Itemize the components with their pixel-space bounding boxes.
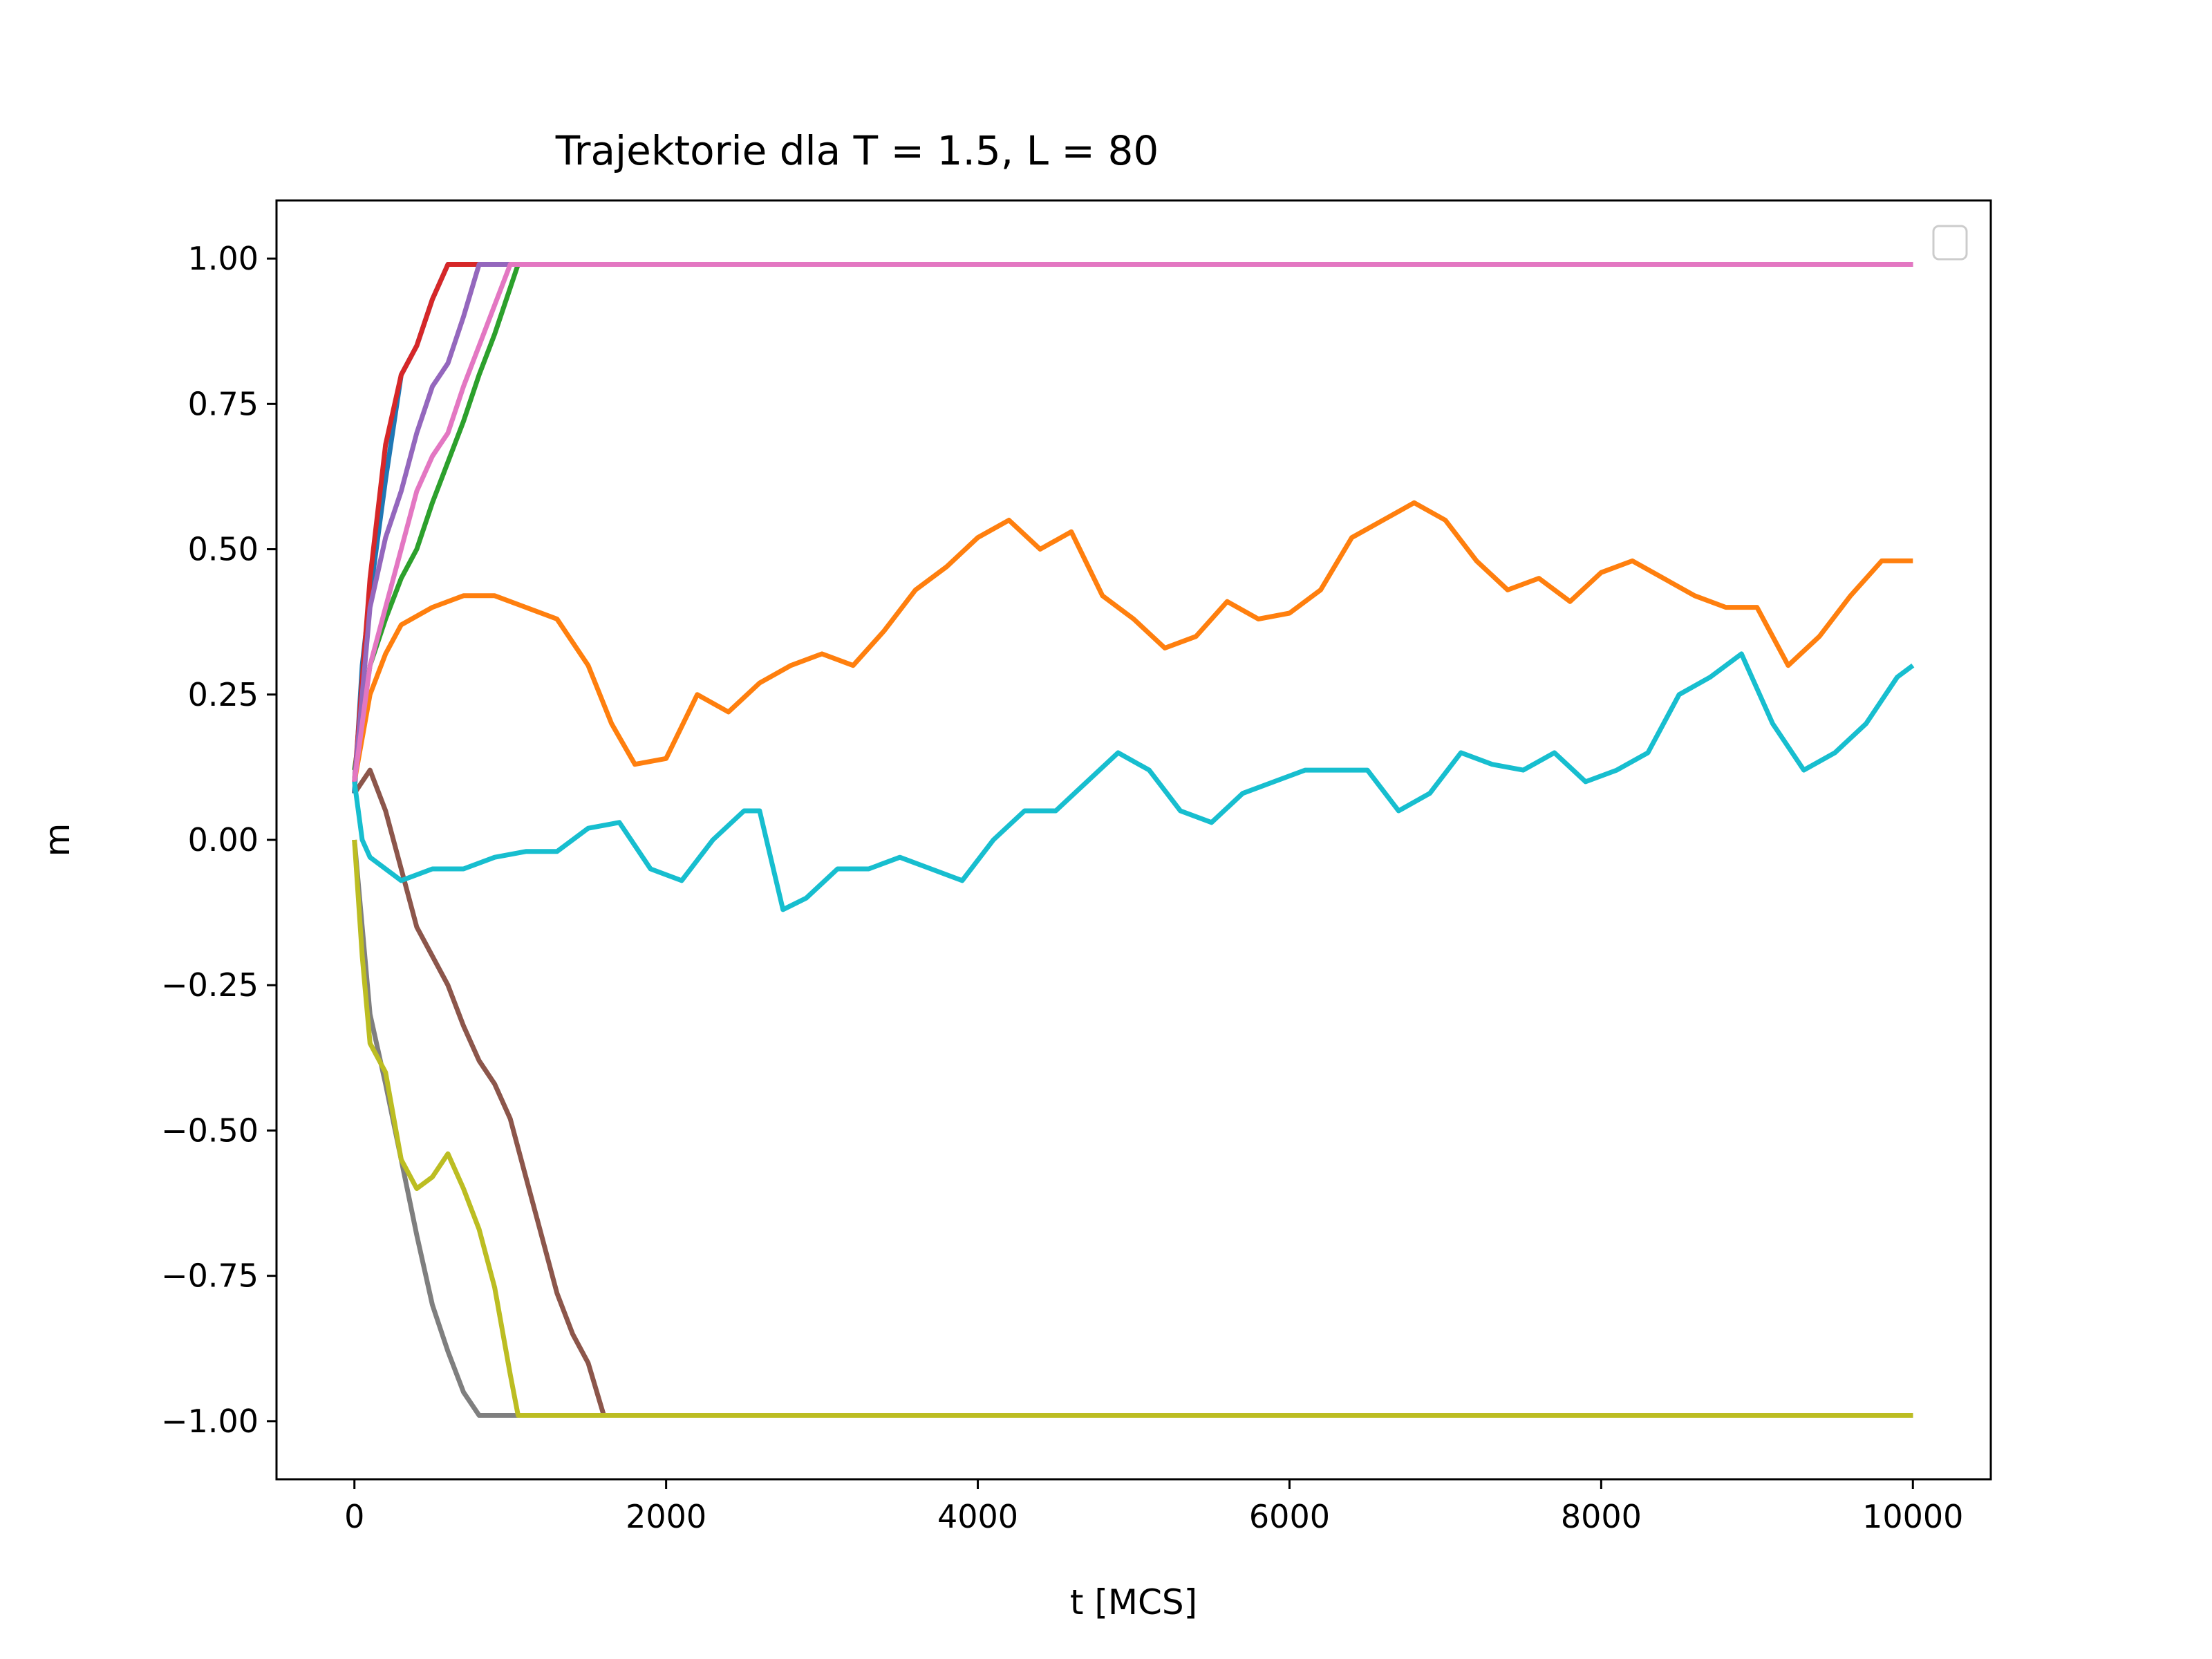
series-line-2	[352, 500, 1913, 782]
y-tick-label: −0.50	[161, 1112, 259, 1149]
series-line-9	[352, 839, 1913, 1418]
series-line-8	[352, 839, 1913, 1418]
y-tick-label: −0.75	[161, 1257, 259, 1295]
y-axis-label: m	[37, 823, 77, 857]
x-tick-label: 4000	[937, 1498, 1018, 1535]
x-axis-label: t [MCS]	[1070, 1582, 1197, 1622]
y-tick-label: 0.25	[188, 676, 259, 713]
y-tick-label: 0.50	[188, 531, 259, 568]
y-tick-label: 0.00	[188, 821, 259, 859]
series-line-7	[352, 262, 1913, 782]
y-tick-label: −1.00	[161, 1403, 259, 1440]
y-tick-label: 1.00	[188, 240, 259, 277]
y-tick-label: 0.75	[188, 385, 259, 422]
x-tick-label: 10000	[1862, 1498, 1963, 1535]
series-line-10	[352, 651, 1915, 912]
chart-title: Trajektorie dla T = 1.5, L = 80	[555, 127, 1159, 174]
series-layer	[352, 262, 1915, 1418]
series-line-6	[352, 767, 1913, 1418]
ticks-layer: 0 2000 4000 6000 8000 10000 1.00 0.75 0.50 0.25 0.…	[161, 240, 1963, 1535]
series-line-3	[352, 262, 1913, 771]
series-line-5	[352, 262, 1913, 782]
legend-box	[1932, 225, 1968, 261]
x-tick-label: 6000	[1249, 1498, 1330, 1535]
x-tick-label: 8000	[1561, 1498, 1642, 1535]
series-line-4	[352, 262, 1913, 782]
x-tick-label: 2000	[626, 1498, 706, 1535]
y-tick-label: −0.25	[161, 966, 259, 1004]
x-tick-label: 0	[344, 1498, 364, 1535]
